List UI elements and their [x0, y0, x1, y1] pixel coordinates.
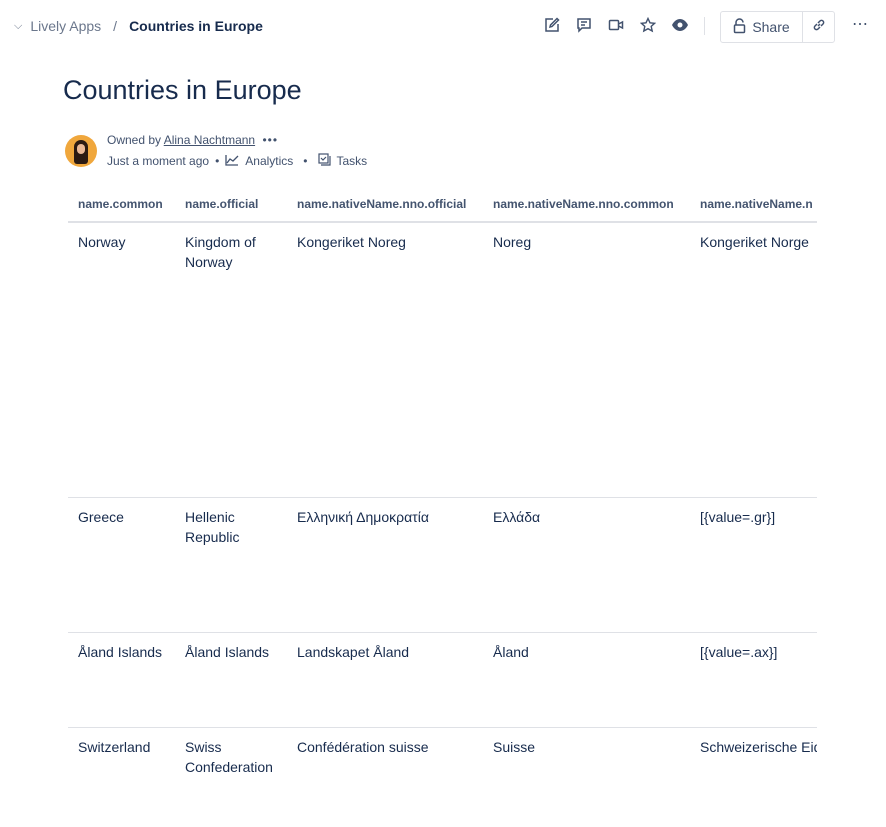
- table-cell: Switzerland: [78, 738, 151, 755]
- breadcrumb-current-page[interactable]: Countries in Europe: [129, 18, 263, 34]
- video-icon[interactable]: [607, 16, 625, 34]
- table-cell: Confédération suisse: [297, 738, 429, 755]
- avatar[interactable]: [65, 135, 97, 167]
- copy-link-button[interactable]: [803, 12, 834, 42]
- table-cell: Kongeriket Norge: [690, 222, 817, 498]
- tasks-icon: [317, 153, 331, 169]
- breadcrumb-space-link[interactable]: Lively Apps: [30, 18, 102, 34]
- table-cell: [{value=.ax}]: [690, 632, 817, 728]
- share-group: Share: [720, 11, 835, 43]
- toolbar-divider: [704, 17, 705, 35]
- table-cell: Swiss Confederation: [185, 738, 273, 775]
- table-cell: Noreg: [483, 222, 690, 498]
- table-row: Norway Kingdom of Norway Kongeriket Nore…: [68, 222, 817, 498]
- edit-icon[interactable]: [543, 16, 561, 34]
- table-row: Åland Islands Åland Islands Landskapet Å…: [68, 632, 817, 728]
- table-cell: Norway: [68, 222, 175, 498]
- breadcrumb-separator: /: [113, 18, 118, 34]
- lock-icon: [733, 17, 746, 37]
- share-button[interactable]: Share: [721, 12, 803, 42]
- table-cell: Kingdom of Norway: [175, 222, 287, 498]
- table-cell: Åland Islands: [175, 632, 287, 728]
- owner-link[interactable]: Alina Nachtmann: [163, 133, 256, 147]
- link-icon: [812, 18, 826, 37]
- byline-more-button[interactable]: •••: [262, 133, 279, 147]
- table-cell: Åland Islands: [68, 632, 175, 728]
- table-cell: Kongeriket Noreg: [287, 222, 483, 498]
- star-icon[interactable]: [639, 16, 657, 34]
- column-header[interactable]: name.nativeName.nno.common: [483, 185, 690, 223]
- chevron-down-icon[interactable]: ⌵: [14, 19, 23, 32]
- column-header[interactable]: name.nativeName.nno.official: [287, 185, 483, 223]
- column-header[interactable]: name.common: [68, 185, 175, 223]
- watch-icon[interactable]: [671, 16, 689, 34]
- table-cell: Schweizerische Eidgenossenschaf: [700, 738, 817, 755]
- meta-line: Just a moment ago • Analytics • Tasks: [107, 153, 367, 169]
- owned-by-label: Owned by: [107, 133, 162, 147]
- table-row: Switzerland Swiss Confederation Confédér…: [68, 727, 817, 827]
- table-cell: Ελληνική Δημοκρατία: [287, 497, 483, 633]
- tasks-link[interactable]: Tasks: [336, 154, 368, 168]
- more-icon[interactable]: ⋯: [852, 16, 869, 33]
- updated-time: Just a moment ago: [107, 154, 210, 168]
- comment-icon[interactable]: [575, 16, 593, 34]
- countries-table: name.common name.official name.nativeNam…: [68, 185, 817, 827]
- column-header[interactable]: name.official: [175, 185, 287, 223]
- table-cell: Ελλάδα: [483, 497, 690, 633]
- owner-line: Owned by Alina Nachtmann •••: [107, 133, 278, 147]
- analytics-link[interactable]: Analytics: [245, 154, 294, 168]
- table-cell: Åland: [483, 632, 690, 728]
- page-title: Countries in Europe: [63, 75, 302, 105]
- breadcrumb: ⌵ Lively Apps / Countries in Europe: [14, 18, 263, 34]
- column-header[interactable]: name.nativeName.n: [690, 185, 817, 223]
- analytics-icon: [225, 154, 239, 169]
- table-cell: Greece: [68, 497, 175, 633]
- table-cell: Suisse: [493, 738, 536, 755]
- top-bar: ⌵ Lively Apps / Countries in Europe Shar…: [0, 0, 886, 54]
- dot-separator: •: [303, 154, 308, 168]
- dot-separator: •: [215, 154, 220, 168]
- share-label: Share: [752, 19, 790, 35]
- table-cell: [{value=.gr}]: [690, 497, 817, 633]
- table-cell: Landskapet Åland: [287, 632, 483, 728]
- table-row: Greece Hellenic Republic Ελληνική Δημοκρ…: [68, 497, 817, 633]
- table-header-row: name.common name.official name.nativeNam…: [68, 185, 817, 223]
- table-cell: Hellenic Republic: [175, 497, 287, 633]
